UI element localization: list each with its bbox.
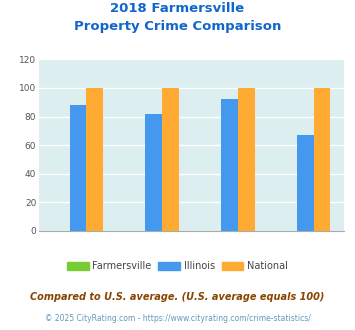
Bar bbox=[221, 99, 238, 231]
Bar bbox=[70, 105, 86, 231]
Bar bbox=[86, 88, 103, 231]
Bar bbox=[297, 135, 314, 231]
Legend: Farmersville, Illinois, National: Farmersville, Illinois, National bbox=[63, 257, 292, 275]
Bar bbox=[146, 114, 162, 231]
Text: 2018 Farmersville: 2018 Farmersville bbox=[110, 2, 245, 15]
Bar bbox=[162, 88, 179, 231]
Text: Property Crime Comparison: Property Crime Comparison bbox=[74, 20, 281, 33]
Text: © 2025 CityRating.com - https://www.cityrating.com/crime-statistics/: © 2025 CityRating.com - https://www.city… bbox=[45, 314, 310, 323]
Text: Compared to U.S. average. (U.S. average equals 100): Compared to U.S. average. (U.S. average … bbox=[30, 292, 325, 302]
Bar bbox=[238, 88, 255, 231]
Bar bbox=[314, 88, 331, 231]
